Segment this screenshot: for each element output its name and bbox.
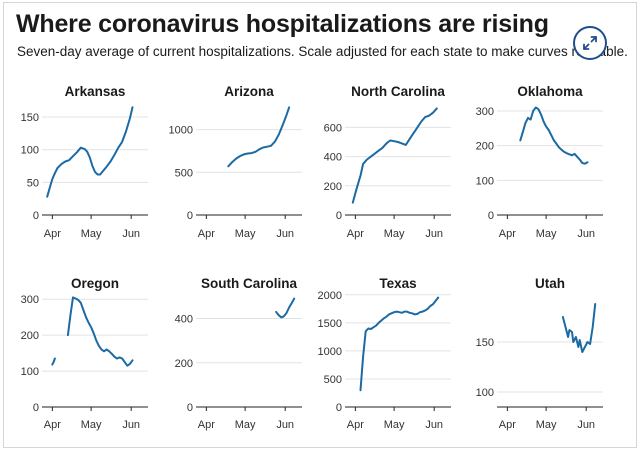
x-tick-label: May bbox=[81, 419, 102, 431]
series-line bbox=[519, 106, 589, 165]
series-line bbox=[351, 107, 438, 204]
x-tick-label: Jun bbox=[122, 419, 140, 431]
y-tick-label: 50 bbox=[27, 177, 39, 189]
y-tick-label: 0 bbox=[336, 210, 342, 222]
x-tick-label: May bbox=[536, 419, 557, 431]
y-tick-label: 150 bbox=[476, 337, 494, 349]
chart-title: South Carolina bbox=[201, 276, 297, 291]
chart-panel-oregon: Oregon 0 100 200 300 Apr May Jun bbox=[21, 276, 148, 431]
y-tick-label: 600 bbox=[324, 122, 342, 134]
y-tick-label: 2000 bbox=[318, 290, 342, 302]
chart-panel-north-carolina: North Carolina 0 200 400 600 Apr May Jun bbox=[324, 84, 451, 240]
x-tick-label: Jun bbox=[276, 419, 294, 431]
y-tick-label: 300 bbox=[476, 106, 494, 118]
y-tick-label: 1000 bbox=[318, 346, 342, 358]
x-tick-label: Jun bbox=[122, 228, 140, 240]
page-title: Where coronavirus hospitalizations are r… bbox=[16, 10, 549, 38]
x-tick-label: May bbox=[235, 419, 256, 431]
y-tick-label: 0 bbox=[33, 210, 39, 222]
y-tick-label: 200 bbox=[324, 181, 342, 193]
chart-panel-arkansas: Arkansas 0 50 100 150 Apr May Jun bbox=[21, 84, 148, 240]
y-tick-label: 100 bbox=[476, 387, 494, 399]
x-tick-label: Apr bbox=[44, 228, 61, 240]
y-tick-label: 100 bbox=[476, 175, 494, 187]
series-line bbox=[227, 106, 291, 168]
y-tick-label: 1500 bbox=[318, 318, 342, 330]
y-tick-label: 400 bbox=[175, 314, 193, 326]
x-tick-label: Apr bbox=[347, 419, 364, 431]
chart-title: Utah bbox=[535, 276, 565, 291]
expand-button[interactable] bbox=[573, 26, 607, 60]
chart-frame bbox=[3, 2, 637, 448]
x-tick-label: Jun bbox=[577, 228, 595, 240]
x-tick-label: May bbox=[384, 228, 405, 240]
series-line bbox=[561, 303, 597, 353]
x-tick-label: Apr bbox=[499, 228, 516, 240]
x-tick-label: Apr bbox=[347, 228, 364, 240]
x-tick-label: Jun bbox=[425, 228, 443, 240]
chart-title: Arizona bbox=[224, 84, 274, 99]
page-subtitle: Seven-day average of current hospitaliza… bbox=[17, 44, 628, 59]
chart-title: Texas bbox=[379, 276, 416, 291]
y-tick-label: 300 bbox=[21, 294, 39, 306]
chart-panel-texas: Texas 0 500 1000 1500 2000 Apr May Jun bbox=[318, 276, 451, 431]
y-tick-label: 150 bbox=[21, 112, 39, 124]
x-tick-label: Apr bbox=[198, 228, 215, 240]
series-line bbox=[51, 357, 56, 366]
chart-title: North Carolina bbox=[351, 84, 445, 99]
series-line bbox=[66, 296, 134, 367]
chart-panel-arizona: Arizona 0 500 1000 Apr May Jun bbox=[169, 84, 302, 240]
x-tick-label: Jun bbox=[425, 419, 443, 431]
y-tick-label: 500 bbox=[175, 167, 193, 179]
expand-arrows-icon bbox=[583, 36, 597, 50]
y-tick-label: 0 bbox=[336, 402, 342, 414]
y-tick-label: 200 bbox=[476, 141, 494, 153]
y-tick-label: 0 bbox=[33, 402, 39, 414]
chart-panel-utah: Utah 100 150 Apr May Jun bbox=[476, 276, 603, 431]
x-tick-label: Apr bbox=[499, 419, 516, 431]
y-tick-label: 400 bbox=[324, 152, 342, 164]
x-tick-label: May bbox=[384, 419, 405, 431]
y-tick-label: 500 bbox=[324, 374, 342, 386]
y-tick-label: 0 bbox=[187, 210, 193, 222]
series-line bbox=[275, 297, 296, 319]
x-tick-label: May bbox=[536, 228, 557, 240]
chart-panel-south-carolina: South Carolina 0 200 400 Apr May Jun bbox=[175, 276, 302, 431]
y-tick-label: 0 bbox=[488, 210, 494, 222]
series-line bbox=[46, 106, 134, 198]
chart-title: Oregon bbox=[71, 276, 119, 291]
y-tick-label: 1000 bbox=[169, 125, 193, 137]
y-tick-label: 100 bbox=[21, 145, 39, 157]
chart-title: Arkansas bbox=[65, 84, 126, 99]
chart-panel-oklahoma: Oklahoma 0 100 200 300 Apr May Jun bbox=[476, 84, 603, 240]
y-tick-label: 0 bbox=[187, 402, 193, 414]
chart-title: Oklahoma bbox=[517, 84, 583, 99]
x-tick-label: May bbox=[81, 228, 102, 240]
x-tick-label: Apr bbox=[198, 419, 215, 431]
x-tick-label: May bbox=[235, 228, 256, 240]
y-tick-label: 200 bbox=[21, 330, 39, 342]
y-tick-label: 200 bbox=[175, 358, 193, 370]
x-tick-label: Jun bbox=[276, 228, 294, 240]
y-tick-label: 100 bbox=[21, 366, 39, 378]
x-tick-label: Apr bbox=[44, 419, 61, 431]
series-line bbox=[359, 296, 440, 392]
x-tick-label: Jun bbox=[577, 419, 595, 431]
